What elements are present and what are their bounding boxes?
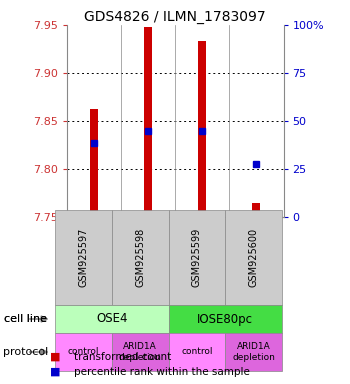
Text: transformed count: transformed count	[74, 352, 172, 362]
Text: cell line: cell line	[4, 314, 47, 324]
Bar	[144, 27, 152, 217]
Text: control: control	[68, 348, 99, 356]
Text: ARID1A
depletion: ARID1A depletion	[232, 342, 275, 362]
Text: protocol: protocol	[4, 347, 49, 357]
Text: control: control	[181, 348, 213, 356]
Text: ARID1A
depletion: ARID1A depletion	[119, 342, 162, 362]
Text: GSM925600: GSM925600	[248, 228, 259, 287]
Bar	[90, 109, 98, 217]
Text: cell line: cell line	[4, 314, 47, 324]
Text: GSM925598: GSM925598	[135, 228, 145, 287]
Bar	[252, 203, 260, 217]
Text: GSM925599: GSM925599	[192, 228, 202, 287]
Text: OSE4: OSE4	[96, 313, 127, 326]
Text: GSM925597: GSM925597	[78, 228, 88, 287]
Bar	[198, 41, 206, 217]
Text: percentile rank within the sample: percentile rank within the sample	[74, 367, 250, 377]
Text: IOSE80pc: IOSE80pc	[197, 313, 253, 326]
Text: GDS4826 / ILMN_1783097: GDS4826 / ILMN_1783097	[84, 10, 266, 23]
Text: ■: ■	[50, 367, 60, 377]
Text: ■: ■	[50, 352, 60, 362]
